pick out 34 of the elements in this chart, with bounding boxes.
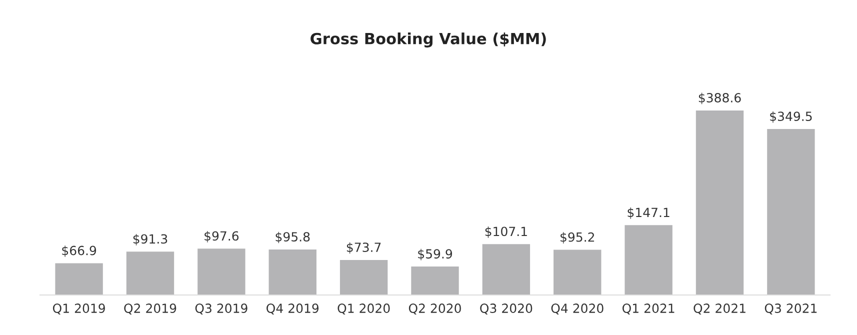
data-label: $91.3 xyxy=(133,234,168,246)
bar xyxy=(411,266,459,295)
bar xyxy=(126,252,174,295)
x-tick-label: Q1 2020 xyxy=(338,304,390,314)
x-tick-label: Q3 2019 xyxy=(195,304,248,314)
bar xyxy=(198,248,246,295)
bar xyxy=(696,110,744,295)
data-label: $388.6 xyxy=(698,92,741,104)
data-label: $66.9 xyxy=(62,246,96,257)
bar xyxy=(624,225,672,295)
data-label: $95.2 xyxy=(560,232,594,244)
bar xyxy=(340,260,388,295)
x-tick-label: Q1 2019 xyxy=(52,304,105,314)
data-label: $95.8 xyxy=(276,232,310,244)
data-label: $349.5 xyxy=(770,111,812,123)
x-tick-label: Q3 2021 xyxy=(764,304,817,314)
x-tick-label: Q4 2019 xyxy=(266,304,319,314)
data-label: $97.6 xyxy=(204,230,239,242)
data-label: $107.1 xyxy=(485,226,527,238)
x-tick-label: Q2 2021 xyxy=(694,304,746,314)
bar xyxy=(268,250,316,295)
bar xyxy=(554,250,602,295)
x-tick-label: Q2 2020 xyxy=(408,304,461,314)
x-tick-label: Q3 2020 xyxy=(480,304,532,314)
x-tick-label: Q4 2020 xyxy=(551,304,604,314)
bar xyxy=(55,263,103,295)
data-label: $59.9 xyxy=(418,248,452,260)
bar xyxy=(482,244,530,295)
x-tick-label: Q2 2019 xyxy=(124,304,176,314)
chart-title: Gross Booking Value ($MM) xyxy=(310,32,546,48)
x-tick-label: Q1 2021 xyxy=(622,304,674,314)
bar xyxy=(767,129,815,295)
data-label: $147.1 xyxy=(628,207,670,219)
data-label: $73.7 xyxy=(346,242,381,254)
